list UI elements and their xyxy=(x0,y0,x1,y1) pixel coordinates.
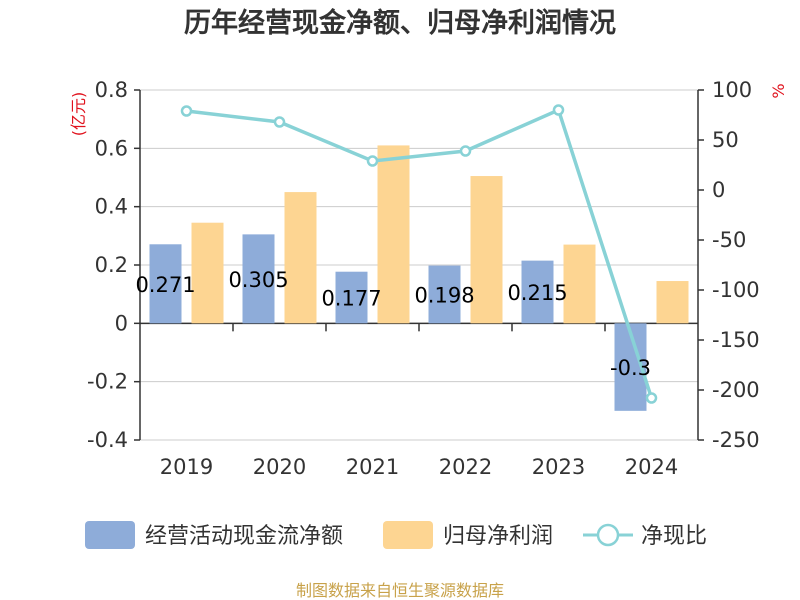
ratio-point xyxy=(180,105,193,117)
cashflow-value-label: 0.198 xyxy=(414,283,474,307)
legend-label-cashflow: 经营活动现金流净额 xyxy=(145,524,343,549)
net-profit-bar xyxy=(377,145,410,324)
legend-swatch-net-profit xyxy=(383,521,433,549)
net-profit-bar xyxy=(191,222,224,324)
ratio-line xyxy=(180,104,658,404)
left-tick-label: 0 xyxy=(115,311,128,335)
category-label: 2019 xyxy=(160,455,213,479)
right-tick-label: -50 xyxy=(712,228,746,252)
legend-swatch-cashflow xyxy=(85,521,135,549)
category-label: 2023 xyxy=(532,455,585,479)
right-unit-label: % xyxy=(769,83,788,98)
left-tick-label: 0.8 xyxy=(95,78,128,102)
category-label: 2024 xyxy=(625,455,678,479)
legend-label-ratio: 净现比 xyxy=(641,524,707,549)
grid xyxy=(140,89,698,441)
left-tick-label: -0.4 xyxy=(87,428,128,452)
right-tick-label: -100 xyxy=(712,278,760,302)
right-tick-label: -150 xyxy=(712,328,760,352)
ratio-point xyxy=(366,155,379,167)
ratio-point xyxy=(459,145,472,157)
cashflow-bar xyxy=(242,234,275,324)
cashflow-value-label: 0.177 xyxy=(321,287,381,311)
cashflow-value-label: 0.271 xyxy=(135,273,195,297)
left-tick-label: 0.2 xyxy=(95,253,128,277)
category-label: 2020 xyxy=(253,455,306,479)
left-tick-label: -0.2 xyxy=(87,370,128,394)
left-tick-label: 0.6 xyxy=(95,136,128,160)
cashflow-bar xyxy=(335,271,368,324)
net-profit-bar xyxy=(470,176,503,324)
net-profit-bar xyxy=(656,281,689,324)
legend: 经营活动现金流净额 归母净利润 净现比 xyxy=(85,521,707,549)
category-label: 2021 xyxy=(346,455,399,479)
ratio-series-line xyxy=(186,107,654,399)
legend-swatch-ratio-marker xyxy=(596,523,620,547)
cashflow-bar xyxy=(521,260,554,324)
bars xyxy=(149,145,689,411)
axes: 0.8 0.6 0.4 0.2 0 -0.2 -0.4 100 50 0 -50 -100 -150 -2… xyxy=(69,78,788,479)
cashflow-bar xyxy=(428,265,461,324)
ratio-point xyxy=(645,392,658,404)
ratio-point xyxy=(552,104,565,116)
chart-title: 历年经营现金净额、归母净利润情况 xyxy=(184,7,616,39)
right-tick-label: 50 xyxy=(712,128,739,152)
category-label: 2022 xyxy=(439,455,492,479)
data-labels: 0.271 0.305 0.177 0.198 0.215 -0.3 xyxy=(135,268,651,380)
right-tick-label: -200 xyxy=(712,378,760,402)
right-tick-label: 100 xyxy=(712,78,752,102)
left-unit-label: (亿元) xyxy=(69,92,88,137)
right-tick-label: 0 xyxy=(712,178,725,202)
net-profit-bar xyxy=(563,244,596,324)
legend-label-net-profit: 归母净利润 xyxy=(443,524,553,549)
cashflow-value-label: 0.305 xyxy=(228,268,288,292)
source-note: 制图数据来自恒生聚源数据库 xyxy=(296,581,504,600)
right-tick-label: -250 xyxy=(712,428,760,452)
cashflow-value-label: 0.215 xyxy=(507,281,567,305)
net-profit-bar xyxy=(284,192,317,324)
left-tick-label: 0.4 xyxy=(95,195,128,219)
cashflow-value-label: -0.3 xyxy=(610,356,651,380)
cashflow-bar xyxy=(149,244,182,324)
ratio-point xyxy=(273,116,286,128)
